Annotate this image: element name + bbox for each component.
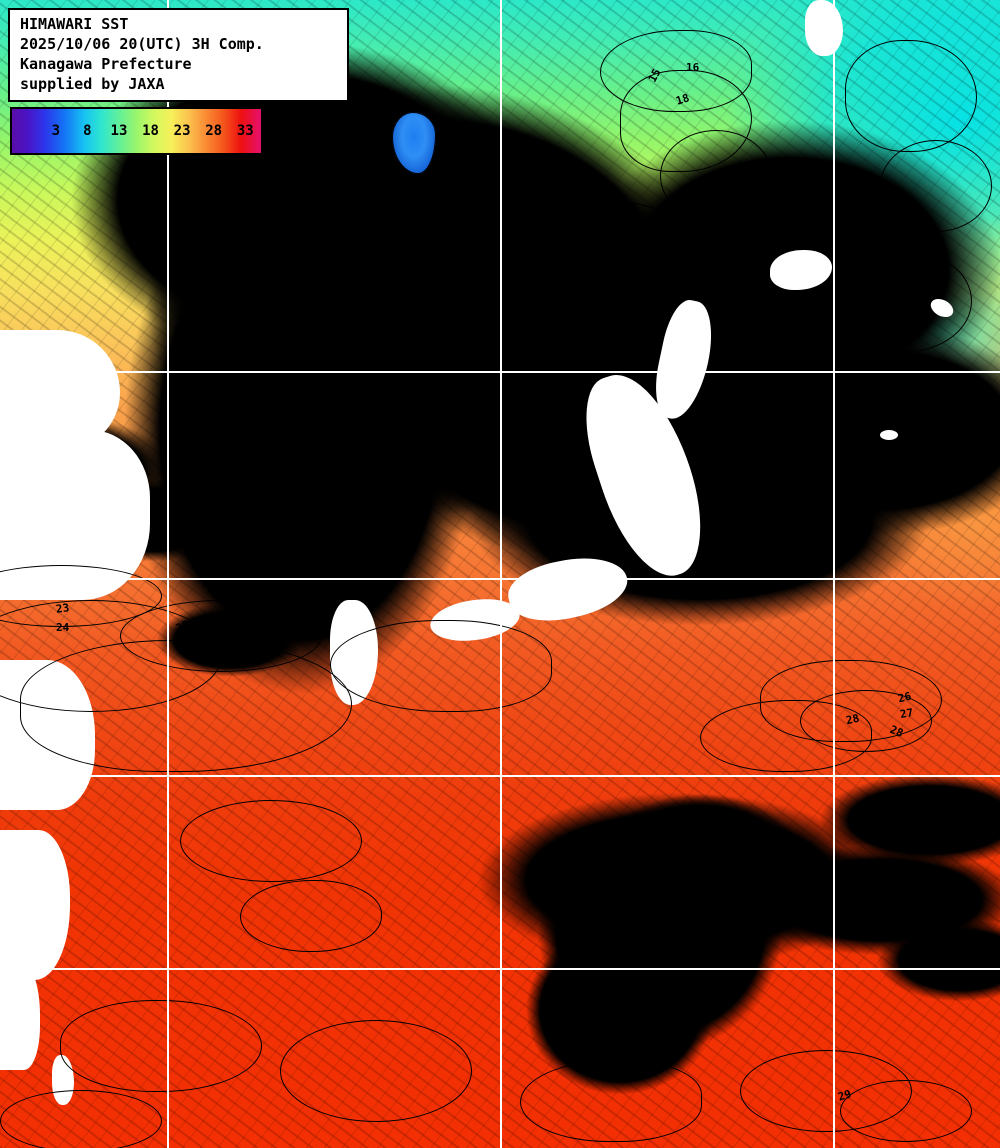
- map-title-card: HIMAWARI SST 2025/10/06 20(UTC) 3H Comp.…: [8, 8, 349, 103]
- contour-label: 24: [56, 621, 70, 634]
- inland-cold-water-patch: [392, 112, 436, 174]
- colorbar-tick: 28: [205, 123, 223, 139]
- colorbar-tick-labels: 3 8 13 18 23 28 33: [12, 109, 261, 153]
- graticule-meridian: [500, 0, 502, 1148]
- temperature-colorbar: 3 8 13 18 23 28 33: [10, 107, 263, 155]
- region-line: Kanagawa Prefecture: [20, 55, 192, 74]
- colorbar-tick: 13: [110, 123, 128, 139]
- product-title: HIMAWARI SST: [20, 15, 129, 33]
- graticule-parallel: [0, 968, 1000, 970]
- colorbar-tick: 3: [51, 123, 60, 139]
- graticule-parallel: [0, 371, 1000, 373]
- contour-label: 16: [686, 61, 700, 74]
- colorbar-tick: 18: [142, 123, 159, 139]
- graticule-parallel: [0, 775, 1000, 777]
- credit-line: supplied by JAXA: [20, 75, 165, 94]
- graticule-meridian: [167, 0, 169, 1148]
- colorbar-tick: 23: [173, 123, 191, 139]
- colorbar-tick: 8: [83, 123, 92, 139]
- graticule-meridian: [833, 0, 835, 1148]
- colorbar-tick: 33: [236, 123, 254, 139]
- graticule-parallel: [0, 578, 1000, 580]
- datetime-line: 2025/10/06 20(UTC) 3H Comp.: [20, 35, 264, 54]
- colorbar-gradient: [12, 109, 261, 153]
